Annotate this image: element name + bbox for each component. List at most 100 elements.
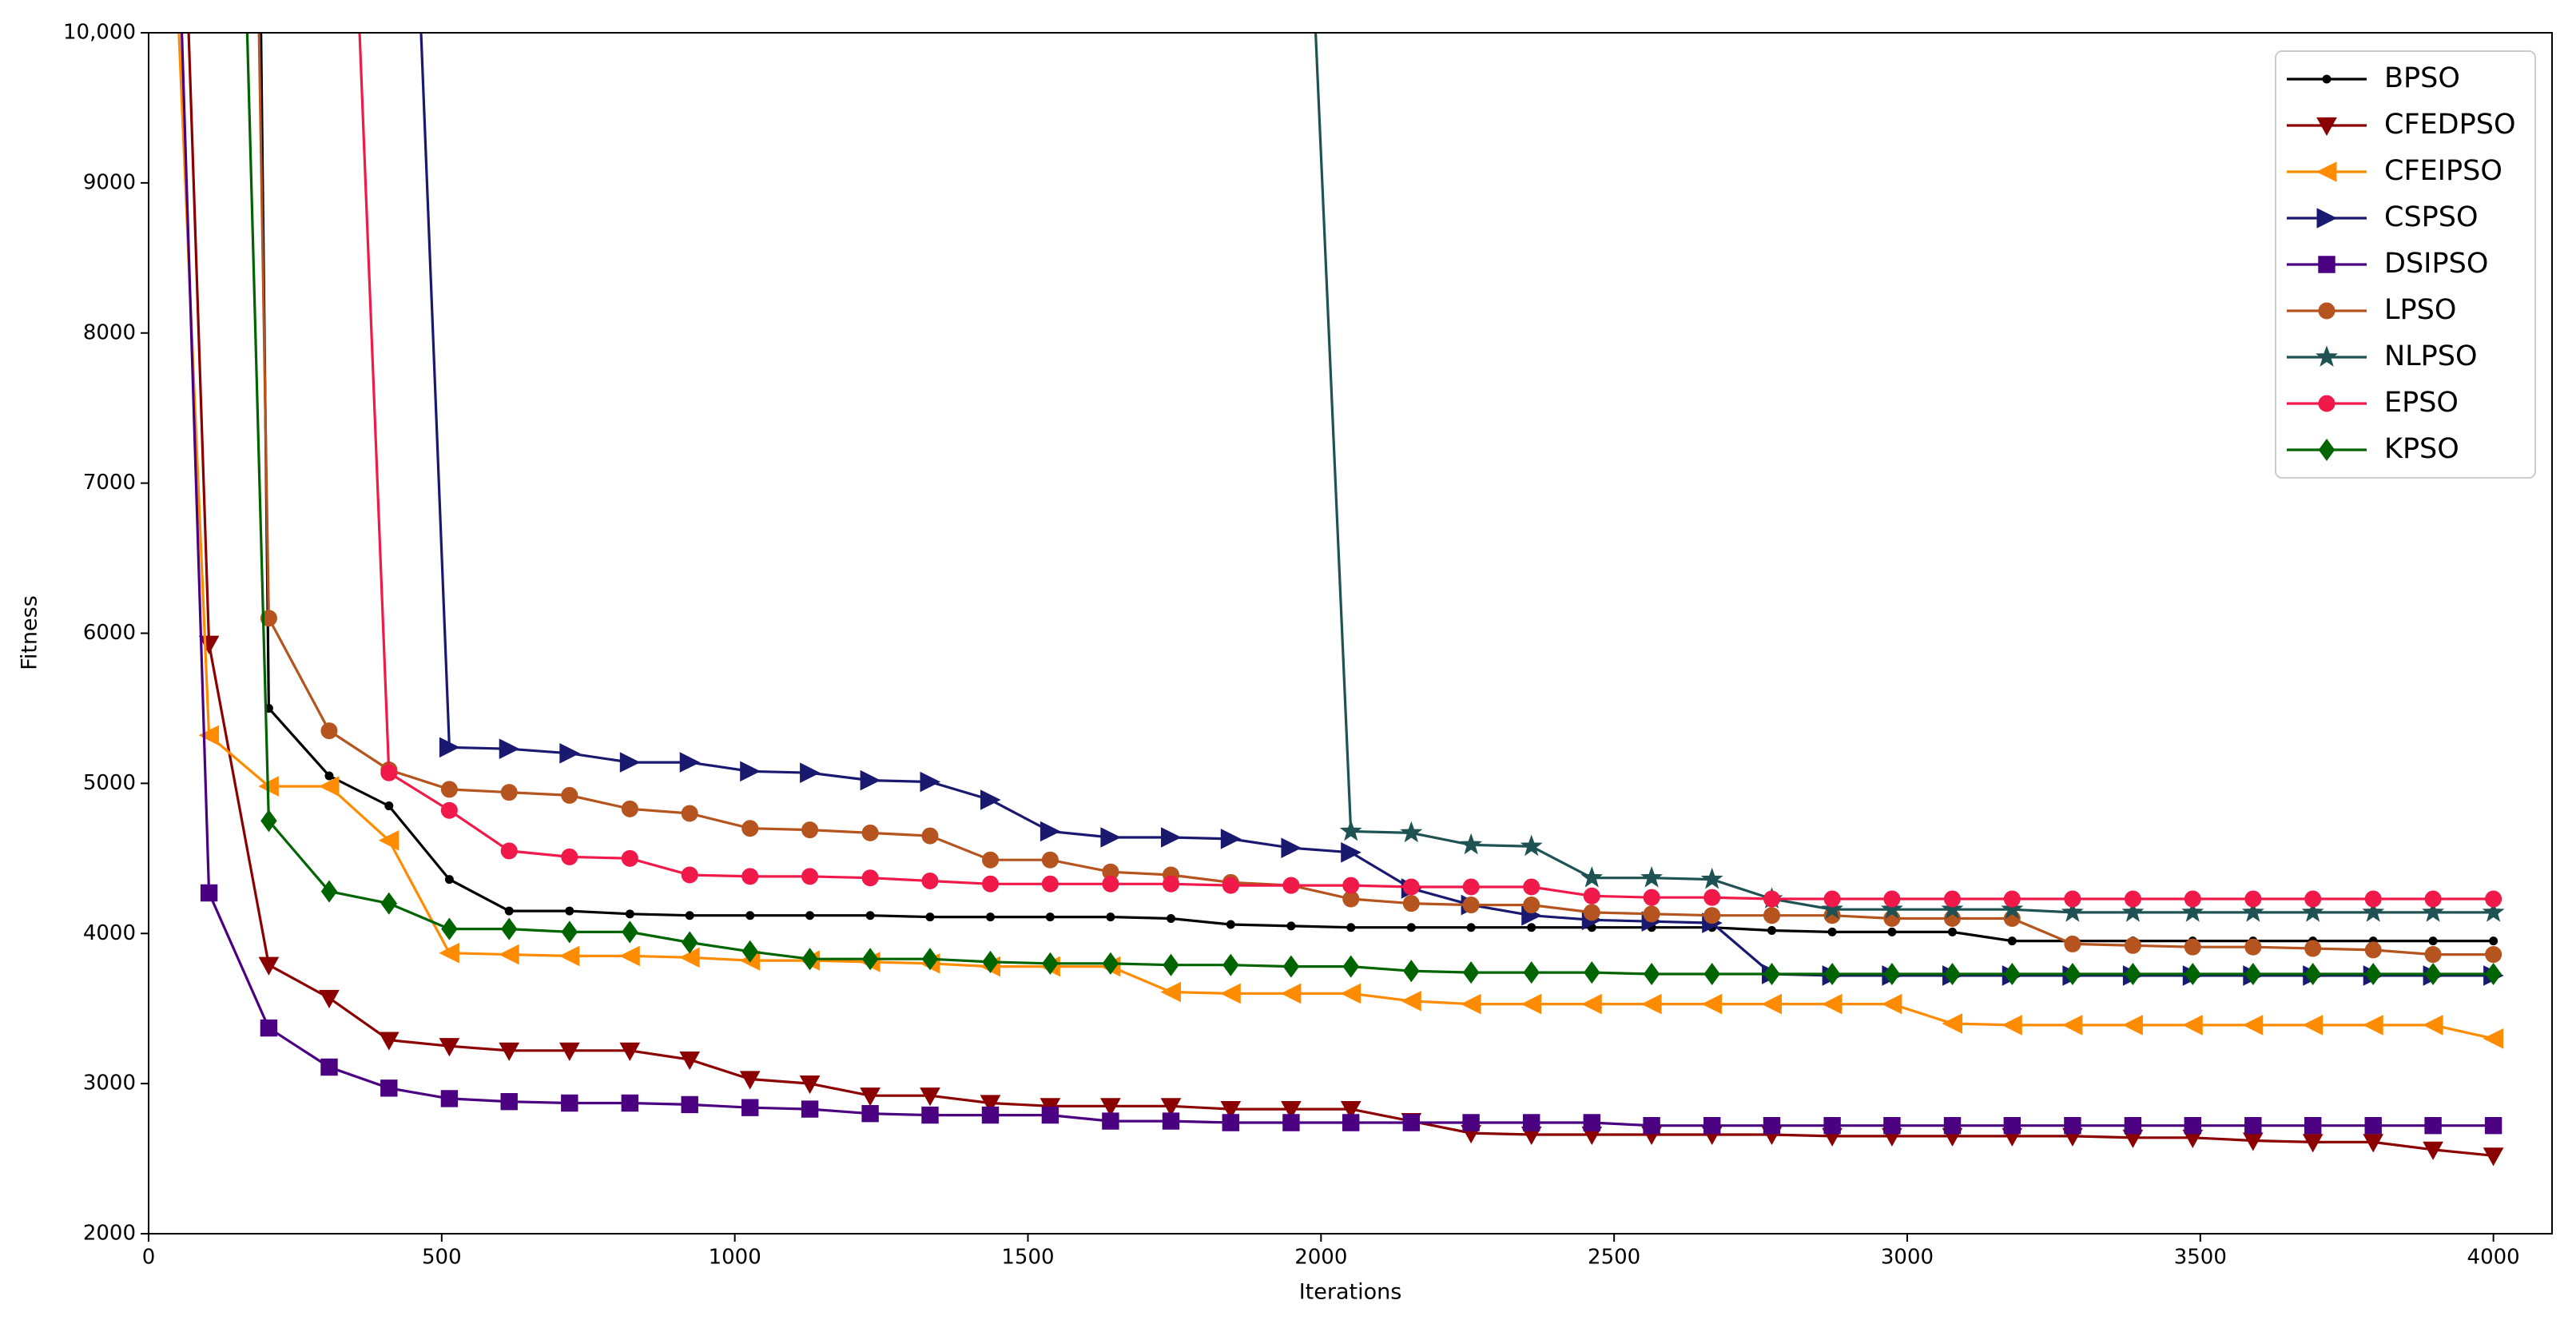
marker xyxy=(1947,927,1957,936)
marker xyxy=(2364,1117,2382,1135)
marker xyxy=(2301,901,2324,922)
marker xyxy=(258,956,280,976)
marker xyxy=(1160,1098,1182,1117)
marker xyxy=(1767,925,1777,935)
marker xyxy=(2304,1117,2322,1135)
marker xyxy=(198,725,220,746)
marker xyxy=(1643,962,1660,986)
y-tick-label: 2000 xyxy=(83,1222,136,1246)
marker xyxy=(500,1093,518,1111)
marker xyxy=(621,800,638,817)
legend-label: EPSO xyxy=(2384,387,2459,419)
marker xyxy=(499,1042,520,1061)
marker xyxy=(500,784,518,801)
marker xyxy=(1041,1106,1059,1124)
marker xyxy=(2483,1028,2504,1049)
marker xyxy=(1583,1114,1600,1131)
marker xyxy=(1827,927,1837,936)
marker xyxy=(801,868,819,885)
marker xyxy=(1703,1117,1721,1135)
marker xyxy=(980,789,1001,810)
marker xyxy=(681,931,698,954)
marker xyxy=(2362,901,2385,922)
marker xyxy=(2484,1117,2502,1135)
marker xyxy=(1583,904,1600,921)
marker xyxy=(1643,1117,1660,1135)
marker xyxy=(740,761,761,782)
marker xyxy=(2364,962,2382,986)
marker xyxy=(1701,993,1723,1015)
marker xyxy=(1402,895,1420,912)
marker xyxy=(986,912,996,922)
marker xyxy=(861,1105,879,1123)
marker xyxy=(2064,935,2081,952)
marker xyxy=(1282,1114,1300,1131)
marker xyxy=(380,892,398,915)
marker xyxy=(2428,936,2438,946)
y-tick-label: 9000 xyxy=(83,170,136,194)
marker xyxy=(2422,901,2445,922)
marker xyxy=(559,945,580,967)
series-line xyxy=(180,33,2494,1127)
legend-marker xyxy=(2316,208,2338,229)
marker xyxy=(561,920,578,944)
marker xyxy=(619,1042,641,1061)
marker xyxy=(921,872,939,889)
marker xyxy=(920,771,941,793)
marker xyxy=(1523,878,1540,896)
marker xyxy=(1406,923,1416,932)
marker xyxy=(2061,1015,2083,1036)
marker xyxy=(1821,993,1843,1015)
marker xyxy=(504,906,514,916)
marker xyxy=(921,948,939,971)
x-tick-label: 0 xyxy=(142,1246,156,1270)
marker xyxy=(619,752,641,773)
marker xyxy=(2424,962,2442,986)
marker xyxy=(1700,867,1723,889)
marker xyxy=(2182,1015,2203,1036)
marker xyxy=(260,1019,278,1037)
marker xyxy=(1041,875,1059,893)
marker xyxy=(1340,1101,1362,1120)
legend-box xyxy=(2275,50,2536,479)
marker xyxy=(320,880,338,903)
marker xyxy=(1041,851,1059,869)
marker xyxy=(799,1075,821,1095)
marker xyxy=(741,820,759,837)
marker xyxy=(1400,821,1423,843)
legend-marker xyxy=(2318,438,2335,462)
marker xyxy=(1281,837,1302,859)
marker xyxy=(2064,890,2081,908)
marker xyxy=(1763,1117,1781,1135)
marker xyxy=(380,1079,398,1097)
marker xyxy=(1761,993,1782,1015)
marker xyxy=(2121,901,2145,922)
marker xyxy=(1580,866,1604,888)
marker xyxy=(2304,962,2321,986)
marker xyxy=(980,1095,1001,1114)
legend-marker xyxy=(2315,345,2339,367)
legend-marker xyxy=(2318,395,2335,412)
marker xyxy=(1942,1013,1962,1034)
x-tick-label: 4000 xyxy=(2467,1246,2520,1270)
marker xyxy=(2184,962,2201,986)
marker xyxy=(1944,962,1961,986)
marker xyxy=(1943,890,1961,908)
marker xyxy=(2003,1117,2021,1135)
marker xyxy=(2124,890,2141,908)
legend-marker xyxy=(2316,161,2337,182)
marker xyxy=(2241,901,2264,922)
marker xyxy=(681,866,698,884)
marker xyxy=(1640,866,1664,888)
marker xyxy=(1162,1112,1180,1130)
marker xyxy=(1581,993,1602,1015)
marker xyxy=(320,722,338,740)
marker xyxy=(741,940,758,963)
marker xyxy=(1220,1101,1242,1120)
marker xyxy=(1286,921,1296,931)
marker xyxy=(2184,938,2201,956)
series-line xyxy=(1314,33,2494,914)
marker xyxy=(1342,1114,1360,1131)
marker xyxy=(2424,890,2442,908)
marker xyxy=(860,769,881,791)
